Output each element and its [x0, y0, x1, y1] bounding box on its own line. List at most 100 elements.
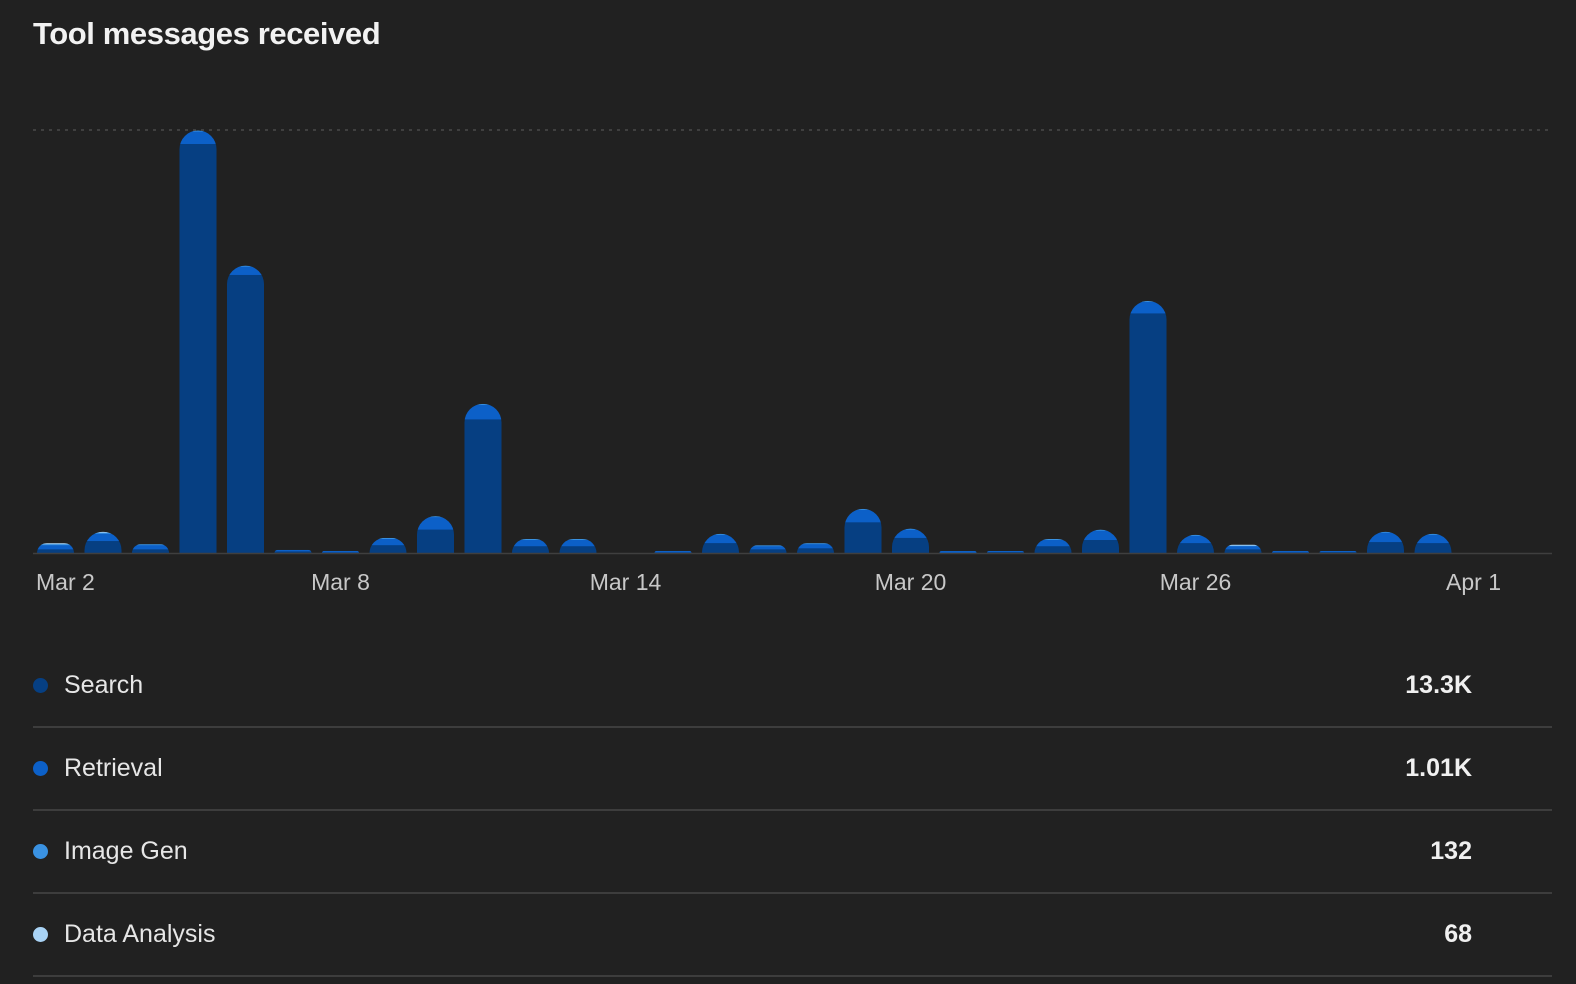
bar-segment-retrieval: [797, 543, 834, 549]
bar-segment-image-gen: [179, 130, 217, 132]
bar-segment-image-gen: [132, 544, 169, 546]
legend-row-search[interactable]: Search 13.3K: [33, 645, 1552, 728]
bar-segment-retrieval: [464, 404, 502, 420]
bar-segment-retrieval: [179, 131, 217, 145]
image-gen-color-dot-icon: [33, 844, 48, 859]
legend-row-data-analysis[interactable]: Data Analysis 68: [33, 894, 1552, 977]
bar-segment-retrieval: [1367, 532, 1404, 543]
bar-segment-image-gen: [464, 403, 502, 405]
legend-label: Data Analysis: [64, 920, 216, 948]
bar-segment-retrieval: [749, 545, 787, 550]
bar-segment-image-gen: [1177, 534, 1214, 536]
bar-group[interactable]: [654, 550, 692, 554]
bar-group[interactable]: [844, 508, 882, 554]
bar-group[interactable]: [1082, 529, 1119, 554]
bar-segment-search: [844, 521, 882, 554]
x-tick-label: Mar 8: [311, 569, 370, 595]
bar-segment-retrieval: [892, 529, 929, 538]
bar-segment-retrieval: [1129, 301, 1167, 314]
bar-segment-retrieval: [1319, 551, 1357, 553]
legend-label: Search: [64, 671, 144, 699]
legend-row-image-gen[interactable]: Image Gen 132: [33, 811, 1552, 894]
bar-segment-retrieval: [1272, 550, 1309, 553]
bar-segment-image-gen: [702, 533, 739, 535]
bar-segment-retrieval: [1034, 539, 1072, 547]
bar-segment-retrieval: [987, 551, 1024, 553]
bar-segment-search: [322, 551, 359, 554]
bar-segment-search: [1414, 542, 1452, 554]
x-tick-label: Mar 26: [1160, 569, 1232, 595]
bar-segment-search: [1224, 548, 1262, 554]
bar-segment-search: [797, 547, 834, 554]
bar-segment-image-gen: [1082, 529, 1119, 531]
bar-segment-retrieval: [702, 534, 739, 544]
bar-segment-search: [654, 551, 692, 554]
bar-group[interactable]: [369, 537, 407, 554]
bar-group[interactable]: [322, 550, 359, 554]
bar-segment-retrieval: [274, 549, 312, 552]
legend-value: 68: [1444, 920, 1472, 948]
bar-group[interactable]: [559, 538, 597, 554]
bar-segment-search: [274, 550, 312, 554]
bar-segment-search: [1272, 551, 1309, 554]
bar-segment-search: [559, 545, 597, 554]
bar-group[interactable]: [512, 538, 549, 554]
bar-segment-retrieval: [1224, 545, 1262, 550]
bar-group[interactable]: [1224, 544, 1262, 554]
bar-segment-retrieval: [369, 538, 407, 546]
bar-group[interactable]: [1414, 533, 1452, 554]
bar-segment-search: [1367, 541, 1404, 554]
bar-group[interactable]: [1034, 538, 1072, 554]
legend-value: 1.01K: [1405, 754, 1472, 782]
bar-group[interactable]: [797, 543, 834, 554]
stacked-bar-chart: Mar 2 Mar 8 Mar 14 Mar 20 Mar 26 Apr 1: [33, 129, 1552, 595]
legend-row-retrieval[interactable]: Retrieval 1.01K: [33, 728, 1552, 811]
retrieval-color-dot-icon: [33, 761, 48, 776]
bar-segment-data-analysis: [84, 531, 122, 533]
legend: Search 13.3K Retrieval 1.01K Image Gen 1…: [33, 645, 1552, 977]
bar-group[interactable]: [1367, 531, 1404, 554]
bar-group[interactable]: [1129, 300, 1167, 554]
bar-segment-data-analysis: [37, 543, 74, 545]
bar-segment-search: [1177, 542, 1214, 554]
bar-segment-search: [132, 548, 169, 554]
bar-group[interactable]: [417, 516, 454, 554]
bar-group[interactable]: [987, 551, 1024, 554]
bar-segment-search: [84, 540, 122, 554]
bar-segment-search: [702, 542, 739, 554]
bar-group[interactable]: [227, 265, 264, 554]
bar-segment-image-gen: [227, 265, 264, 267]
bar-segment-search: [1319, 551, 1357, 554]
bar-segment-retrieval: [939, 551, 977, 554]
bar-group[interactable]: [274, 549, 312, 554]
bar-group[interactable]: [132, 544, 169, 554]
bar-group[interactable]: [939, 551, 977, 554]
bar-segment-search: [987, 551, 1024, 554]
bar-segment-image-gen: [512, 538, 549, 540]
bar-group[interactable]: [1272, 550, 1309, 554]
x-tick-label: Mar 14: [590, 569, 662, 595]
bar-group[interactable]: [1319, 551, 1357, 554]
bar-group[interactable]: [892, 528, 929, 554]
x-tick-label: Apr 1: [1446, 569, 1501, 595]
bar-segment-search: [1034, 545, 1072, 554]
bar-segment-retrieval: [417, 516, 454, 530]
bar-group[interactable]: [749, 545, 787, 554]
bar-segment-image-gen: [1367, 531, 1404, 533]
bar-group[interactable]: [84, 531, 122, 554]
bar-segment-retrieval: [132, 544, 169, 550]
bar-segment-retrieval: [84, 533, 122, 542]
bar-group[interactable]: [1177, 534, 1214, 554]
bar-group[interactable]: [37, 543, 74, 554]
bar-group[interactable]: [179, 130, 217, 554]
bar-segment-retrieval: [654, 550, 692, 553]
bar-group[interactable]: [702, 533, 739, 554]
bar-segment-search: [464, 418, 502, 554]
legend-label: Retrieval: [64, 754, 163, 782]
bar-segment-retrieval: [1082, 530, 1119, 540]
bar-segment-search: [179, 143, 217, 554]
bar-group[interactable]: [464, 403, 502, 554]
bar-segment-image-gen: [749, 545, 787, 547]
bar-segment-image-gen: [1414, 533, 1452, 535]
bar-segment-image-gen: [1224, 545, 1262, 547]
